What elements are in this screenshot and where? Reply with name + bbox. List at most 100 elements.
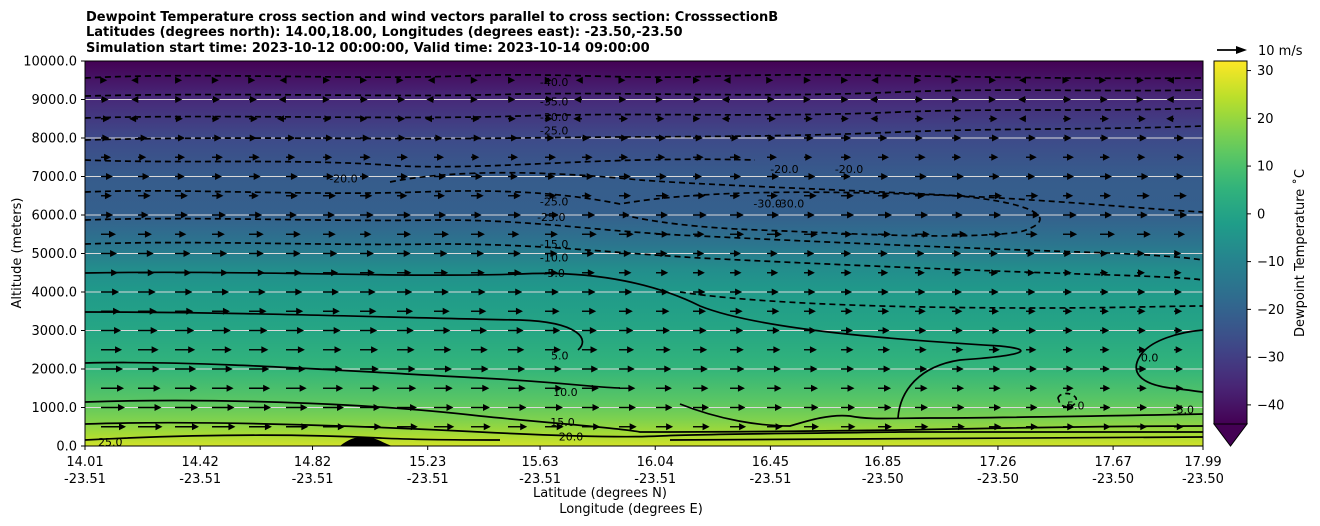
wind-vector [619,423,637,431]
wind-vector [767,250,778,257]
wind-vector [804,250,815,257]
wind-vector [434,384,453,392]
wind-vector-head [619,96,627,103]
wind-vector [471,404,491,411]
contour-label: -5.0 [543,267,564,280]
wind-vector [915,307,926,315]
wind-vector-head [547,134,555,142]
wind-vector-head [296,307,304,315]
wind-vector-head [139,153,147,161]
wind-vector [878,346,891,354]
wind-vector [323,365,343,373]
wind-vector-head [721,115,729,123]
wind-vector-head [279,76,287,84]
wind-vector-head [111,269,119,277]
wind-vector-head [1031,192,1039,200]
wind-vector-head [217,230,225,238]
wind-vector [730,404,746,411]
wind-vector [397,423,418,431]
wind-vector [360,76,368,84]
wind-vector-head [954,134,962,142]
wind-vector-head [918,153,926,161]
wind-vector [212,288,230,296]
x-tick-label-lon: -23.51 [64,472,106,487]
wind-vector [804,115,813,123]
wind-vector-head [190,384,198,392]
wind-vector-head [1027,269,1035,277]
wind-vector [878,134,888,142]
wind-vector-head [1107,230,1115,238]
wind-vector [693,365,708,373]
wind-vector [434,365,452,373]
wind-vector-head [956,173,964,180]
wind-vector [582,288,596,296]
wind-vector [767,404,783,411]
wind-vector-head [1174,288,1182,296]
wind-vector-head [508,76,516,84]
wind-vector-head [216,192,224,200]
wind-vector [1026,269,1035,277]
wind-vector [471,327,488,334]
wind-vector-head [1064,134,1072,142]
x-tick-label-lon: -23.51 [407,472,449,487]
wind-vector [804,230,818,238]
wind-vector-head [293,230,301,238]
wind-vector-head [441,269,449,277]
wind-vector-head [367,269,375,277]
wind-vector-head [556,404,564,411]
wind-vector [427,76,435,84]
wind-vector [952,250,962,257]
wind-vector-head [625,288,633,296]
contour-line [85,361,621,389]
wind-vector [100,76,108,84]
wind-vector-head [152,365,160,373]
wind-vector [730,269,742,277]
colorbar-tick-label: −40 [1257,398,1284,413]
wind-vector-head [660,211,668,219]
wind-vector-head [1101,288,1109,296]
quiver-key-arrowhead [1236,46,1247,54]
wind-vector-head [1102,365,1110,373]
wind-vector-head [1138,115,1146,123]
wind-vector-head [363,153,371,161]
wind-vector [693,404,710,411]
wind-vector [730,173,742,180]
wind-vector-head [1166,76,1174,84]
wind-vector-head [660,250,668,257]
wind-vector [952,211,963,219]
wind-vector-head [588,211,596,219]
wind-vector [878,307,890,315]
wind-vector [1026,230,1038,238]
wind-vector [360,192,373,200]
wind-vector [434,346,452,354]
wind-vector [212,250,228,257]
wind-vector [360,404,381,411]
wind-vector [952,134,962,142]
wind-vector [1026,346,1037,354]
wind-vector-head [175,115,183,123]
wind-vector-head [334,346,342,354]
wind-vector-head [470,76,478,84]
wind-vector [619,365,635,373]
wind-vector-head [261,346,269,354]
wind-vector-head [659,134,667,142]
wind-vector-head [807,211,815,219]
contour-label: 5.0 [551,350,569,363]
wind-vector-head [991,153,999,161]
wind-vector [952,307,963,315]
wind-vector [1137,365,1147,373]
wind-vector [693,327,707,334]
wind-vector [989,192,1003,200]
wind-vector [545,230,558,238]
wind-vector [175,288,193,296]
wind-vector-head [154,404,162,411]
wind-vector [138,288,156,296]
contour-line [85,311,584,351]
wind-vector [175,423,199,431]
wind-vector-head [335,365,343,373]
wind-vector [989,230,1002,238]
wind-vector [175,134,186,142]
wind-vector [508,96,516,103]
wind-vector [1137,153,1146,161]
wind-vector [471,173,483,180]
